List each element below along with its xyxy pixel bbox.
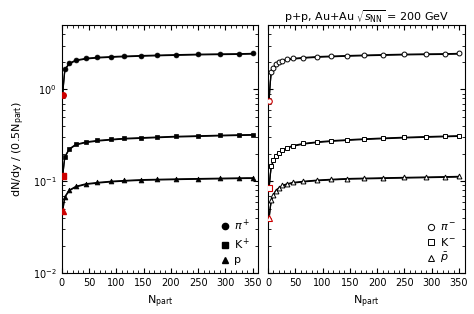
X-axis label: N$_{\rm part}$: N$_{\rm part}$ xyxy=(147,294,173,310)
Legend: $\pi^+$, K$^+$, p: $\pi^+$, K$^+$, p xyxy=(219,216,253,268)
X-axis label: N$_{\rm part}$: N$_{\rm part}$ xyxy=(353,294,379,310)
Legend: $\pi^-$, K$^-$, $\bar{p}$: $\pi^-$, K$^-$, $\bar{p}$ xyxy=(425,219,459,268)
Y-axis label: dN/dy / (0.5N$_{\rm part}$): dN/dy / (0.5N$_{\rm part}$) xyxy=(11,101,27,197)
Title: p+p, Au+Au $\sqrt{s_{\mathrm{NN}}}$ = 200 GeV: p+p, Au+Au $\sqrt{s_{\mathrm{NN}}}$ = 20… xyxy=(283,8,449,25)
